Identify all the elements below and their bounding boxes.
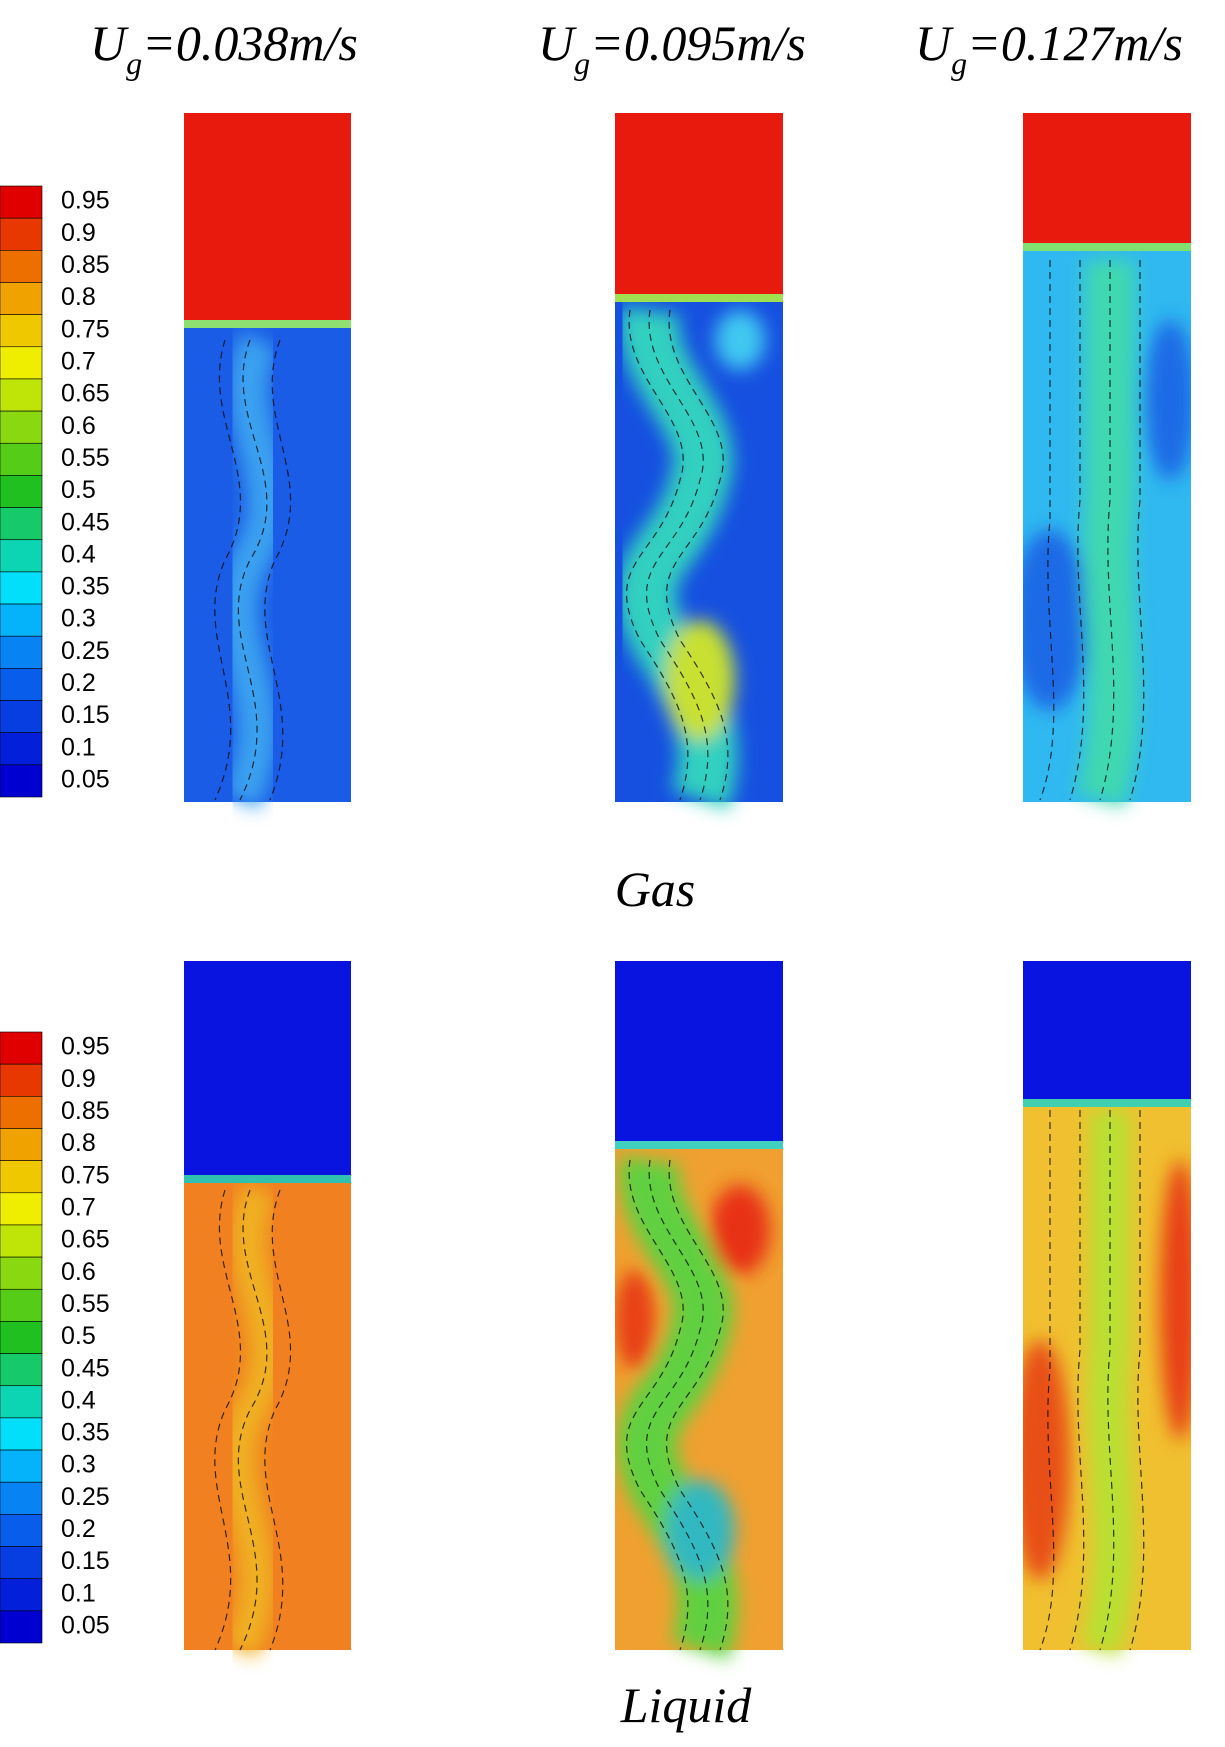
- colorbar-label: 0.75: [61, 1161, 110, 1189]
- column-title: Ug=0.095m/s: [538, 15, 806, 81]
- colorbar-label: 0.35: [61, 573, 110, 601]
- gas-panel: [1023, 113, 1191, 808]
- colorbar-swatch: [0, 1031, 43, 1065]
- colorbar-swatch: [0, 1160, 43, 1194]
- colorbar-swatch: [0, 571, 43, 605]
- colorbar-label: 0.4: [61, 1386, 96, 1414]
- colorbar-label: 0.5: [61, 476, 96, 504]
- colorbar-label: 0.2: [61, 669, 96, 697]
- colorbar-swatch: [0, 539, 43, 573]
- colorbar-label: 0.55: [61, 444, 110, 472]
- liquid-panel: [1023, 961, 1191, 1656]
- colorbar-label: 0.05: [61, 766, 110, 794]
- colorbar-label: 0.55: [61, 1290, 110, 1318]
- colorbar-swatch: [0, 217, 43, 251]
- colorbar-label: 0.9: [61, 219, 96, 247]
- colorbar-swatch: [0, 635, 43, 669]
- colorbar-swatch: [0, 1256, 43, 1290]
- gas-panel: [184, 113, 351, 809]
- colorbar-label: 0.85: [61, 1097, 110, 1125]
- colorbar-label: 0.25: [61, 637, 110, 665]
- colorbar-swatch: [0, 668, 43, 701]
- colorbar-swatch: [0, 732, 43, 766]
- colorbar-label: 0.45: [61, 1354, 110, 1382]
- colorbar-swatch: [0, 410, 43, 444]
- colorbar-swatch: [0, 1417, 43, 1451]
- colorbar-swatch: [0, 1578, 43, 1612]
- row-label: Gas: [615, 861, 696, 917]
- colorbar-label: 0.95: [61, 187, 110, 215]
- colorbar-label: 0.95: [61, 1033, 110, 1061]
- colorbar-label: 0.6: [61, 412, 96, 440]
- colorbar-swatch: [0, 346, 43, 380]
- colorbar-swatch: [0, 507, 43, 541]
- colorbar-label: 0.8: [61, 283, 96, 311]
- colorbar-label: 0.15: [61, 701, 110, 729]
- colorbar-swatch: [0, 282, 43, 315]
- colorbar-swatch: [0, 250, 43, 283]
- colorbar-swatch: [0, 603, 43, 637]
- colorbar-label: 0.45: [61, 508, 110, 536]
- colorbar-swatch: [0, 764, 43, 798]
- colorbar-label: 0.3: [61, 605, 96, 633]
- colorbar-swatch: [0, 1224, 43, 1258]
- colorbar-swatch: [0, 378, 43, 412]
- colorbar-label: 0.65: [61, 380, 110, 408]
- colorbar-swatch: [0, 1546, 43, 1579]
- row-label: Liquid: [620, 1677, 753, 1733]
- colorbar-swatch: [0, 1481, 43, 1515]
- colorbar-swatch: [0, 1385, 43, 1419]
- colorbar-label: 0.9: [61, 1065, 96, 1093]
- colorbar-swatch: [0, 1192, 43, 1226]
- colorbar-swatch: [0, 1610, 43, 1644]
- colorbar-swatch: [0, 1449, 43, 1483]
- colorbar-label: 0.65: [61, 1226, 110, 1254]
- colorbar-swatch: [0, 1096, 43, 1129]
- colorbar-swatch: [0, 1128, 43, 1161]
- colorbar-swatch: [0, 1353, 43, 1387]
- colorbar-label: 0.15: [61, 1547, 110, 1575]
- column-title: Ug=0.038m/s: [90, 15, 358, 81]
- colorbar-label: 0.1: [61, 733, 96, 761]
- colorbar-swatch: [0, 314, 43, 348]
- colorbar-swatch: [0, 475, 43, 508]
- colorbar-label: 0.6: [61, 1258, 96, 1286]
- colorbar-label: 0.7: [61, 1193, 96, 1221]
- colorbar-label: 0.3: [61, 1451, 96, 1479]
- colorbar-label: 0.5: [61, 1322, 96, 1350]
- colorbar-swatch: [0, 700, 43, 733]
- colorbar-label: 0.05: [61, 1612, 110, 1640]
- colorbar-swatch: [0, 1321, 43, 1354]
- colorbar-swatch: [0, 185, 43, 219]
- colorbar-swatch: [0, 1063, 43, 1097]
- colorbar-label: 0.1: [61, 1579, 96, 1607]
- colorbar-label: 0.8: [61, 1129, 96, 1157]
- colorbar-swatch: [0, 1514, 43, 1547]
- colorbar-label: 0.85: [61, 251, 110, 279]
- colorbar-swatch: [0, 442, 43, 476]
- colorbar-label: 0.75: [61, 315, 110, 343]
- column-title: Ug=0.127m/s: [915, 15, 1183, 81]
- gas-panel: [615, 113, 783, 810]
- colorbar-label: 0.35: [61, 1419, 110, 1447]
- liquid-panel: [615, 961, 783, 1660]
- colorbar-label: 0.2: [61, 1515, 96, 1543]
- colorbar-label: 0.4: [61, 540, 96, 568]
- colorbar-label: 0.25: [61, 1483, 110, 1511]
- colorbar-swatch: [0, 1288, 43, 1322]
- liquid-panel: [184, 961, 351, 1658]
- colorbar-label: 0.7: [61, 347, 96, 375]
